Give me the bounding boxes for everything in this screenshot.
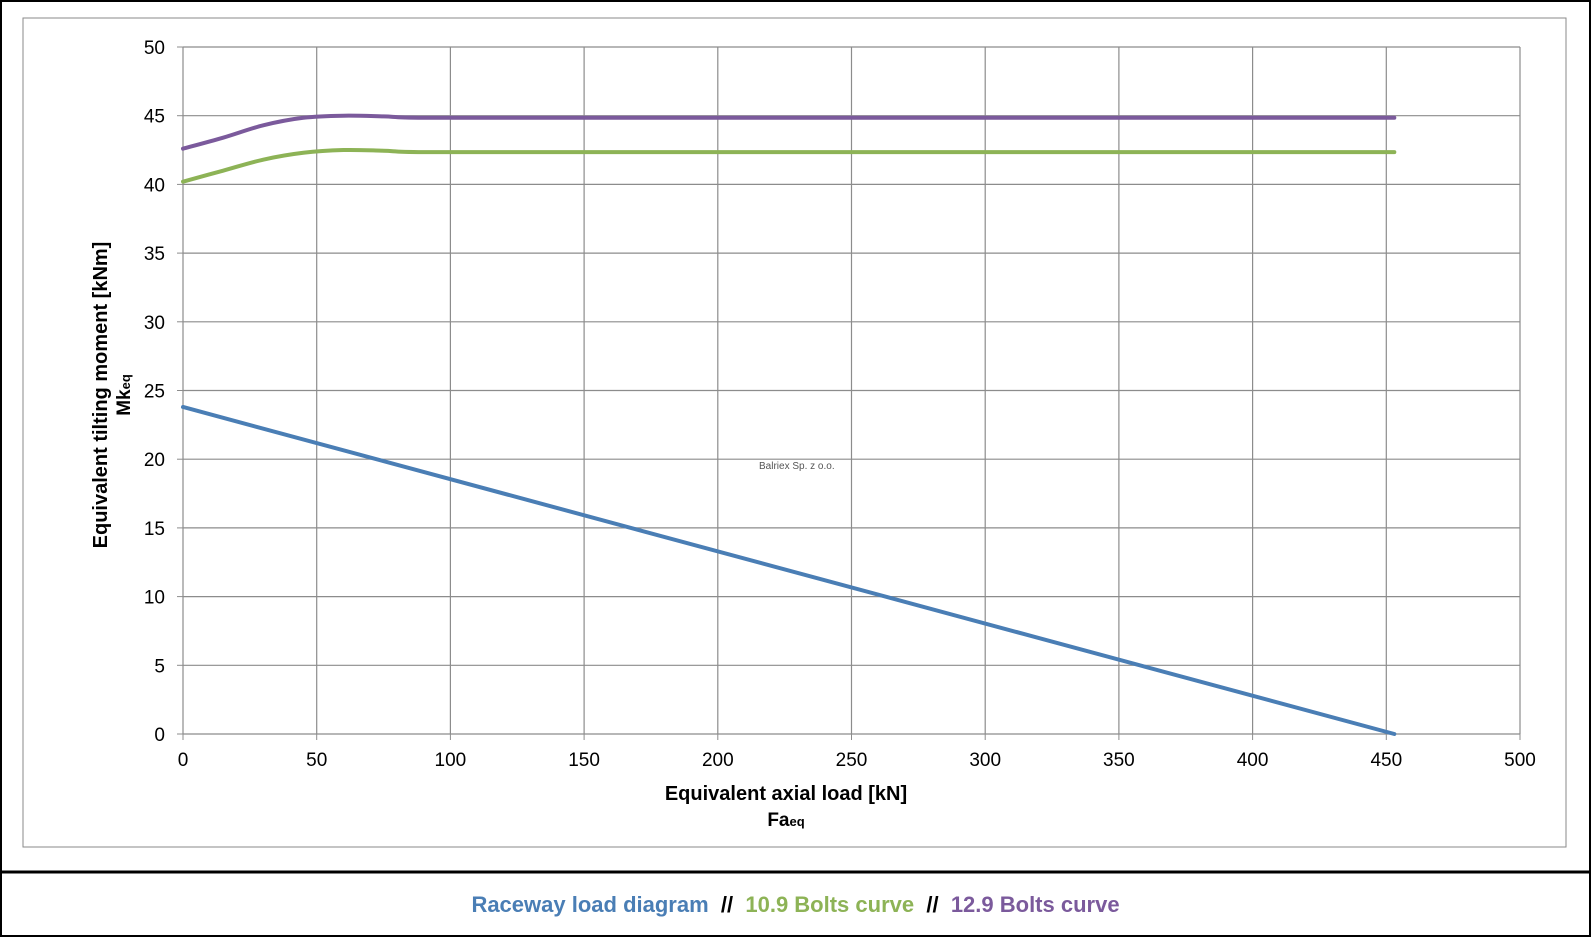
y-tick-label: 25 [144,382,165,403]
legend-item-raceway: Raceway load diagram [471,891,709,917]
y-axis-title: Equivalent tilting moment [kNm] [90,242,112,549]
y-tick-label: 0 [154,725,165,746]
legend-separator: // [709,892,746,918]
y-tick-label: 35 [144,244,165,265]
legend-item-10-9-bolts: 10.9 Bolts curve [745,891,915,917]
x-tick-label: 250 [836,750,868,771]
raceway-load-line [181,404,1397,736]
x-axis-symbol: Faeq [767,810,804,831]
x-tick-label: 350 [1103,750,1135,771]
y-axis-symbol: Mkeq [114,374,135,416]
x-tick-label: 500 [1504,750,1536,771]
x-tick-label: 0 [178,750,189,771]
chart-area-border [22,17,1567,848]
series-group [181,113,1397,736]
x-axis-title: Equivalent axial load [kN] [665,783,907,805]
x-tick-label: 400 [1237,750,1269,771]
x-tick-label: 200 [702,750,734,771]
bolts-10-9-line [181,147,1397,184]
bolts-12-9-line [181,113,1397,151]
x-axis-symbol-main: Fa [767,810,790,831]
y-tick-label: 30 [144,313,165,334]
x-tick-label: 300 [969,750,1001,771]
legend-item-12-9-bolts: 12.9 Bolts curve [950,891,1120,917]
legend-separator: // [914,892,951,918]
x-tick-label: 450 [1370,750,1402,771]
x-tick-label: 150 [568,750,600,771]
y-tick-label: 40 [144,175,165,196]
y-tick-label: 20 [144,450,165,471]
y-axis-symbol-subscript: eq [118,374,133,389]
legend-separator-text: // [926,891,939,917]
x-tick-label: 50 [306,750,327,771]
grid [177,46,1521,740]
x-tick-label: 100 [435,750,467,771]
y-tick-label: 50 [144,38,165,59]
x-axis-symbol-subscript: eq [790,814,805,829]
y-tick-label: 10 [144,588,165,609]
y-axis-symbol-main: Mk [114,389,135,416]
y-tick-label: 15 [144,519,165,540]
legend: Raceway load diagram // 10.9 Bolts curve… [0,872,1591,937]
tick-labels: 0 50 100 150 200 250 300 350 400 450 500 0 5 10 15 20 25… [144,38,1536,771]
watermark: Balriex Sp. z o.o. [759,461,835,472]
y-tick-label: 5 [154,656,165,677]
legend-separator-text: // [720,891,734,917]
y-tick-label: 45 [144,107,165,128]
